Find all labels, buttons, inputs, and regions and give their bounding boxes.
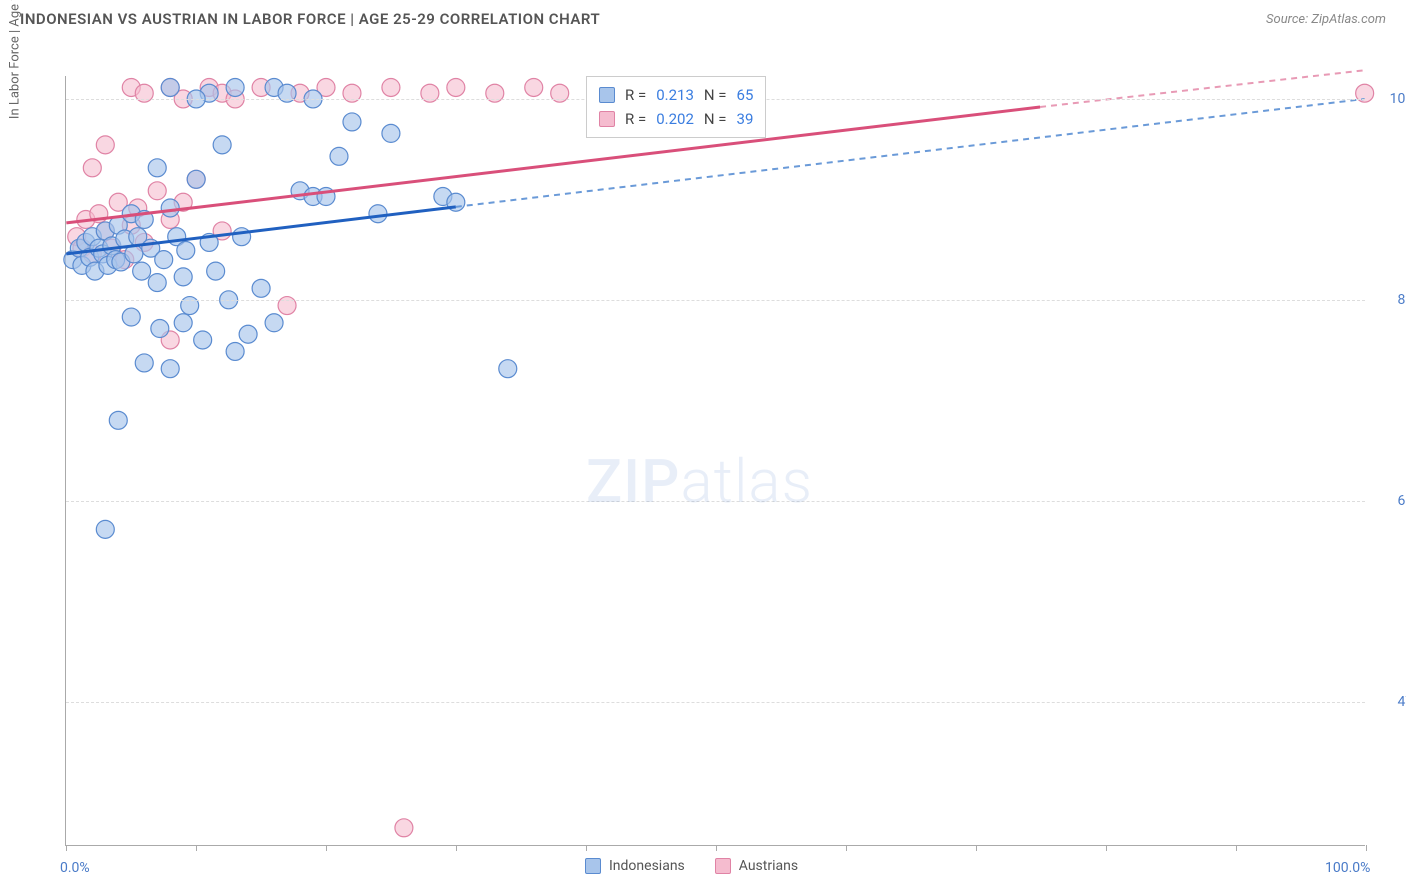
- legend-item-indonesians: Indonesians: [585, 858, 685, 874]
- stats-R-label: R =: [625, 83, 646, 107]
- stats-N-label2: N =: [704, 107, 727, 131]
- legend-item-austrians: Austrians: [715, 858, 798, 874]
- stats-R-indon: 0.213: [656, 83, 694, 107]
- y-tick-label: 82.5%: [1375, 292, 1406, 308]
- y-tick-label: 100.0%: [1375, 91, 1406, 107]
- y-tick-label: 65.0%: [1375, 493, 1406, 509]
- stats-row-austrians: R = 0.202 N = 39: [599, 107, 753, 131]
- stats-row-indonesians: R = 0.213 N = 65: [599, 83, 753, 107]
- x-axis-label-0: 0.0%: [60, 860, 90, 876]
- chart-header: INDONESIAN VS AUSTRIAN IN LABOR FORCE | …: [0, 0, 1406, 36]
- chart-title: INDONESIAN VS AUSTRIAN IN LABOR FORCE | …: [20, 10, 600, 28]
- legend-label-indonesians: Indonesians: [609, 858, 685, 874]
- y-tick-label: 47.5%: [1375, 694, 1406, 710]
- stats-swatch-austrians: [599, 111, 615, 127]
- stats-R-label2: R =: [625, 107, 646, 131]
- correlation-stats-box: R = 0.213 N = 65 R = 0.202 N = 39: [586, 76, 766, 138]
- stats-N-aust: 39: [737, 107, 754, 131]
- stats-swatch-indonesians: [599, 87, 615, 103]
- chart-source: Source: ZipAtlas.com: [1266, 12, 1386, 27]
- plot-region: ZIPatlas R = 0.213 N = 65 R = 0.202 N = …: [65, 76, 1365, 846]
- stats-N-label: N =: [704, 83, 727, 107]
- stats-R-aust: 0.202: [656, 107, 694, 131]
- legend-swatch-indonesians: [585, 858, 601, 874]
- stats-N-indon: 65: [737, 83, 754, 107]
- legend-swatch-austrians: [715, 858, 731, 874]
- y-axis-label: In Labor Force | Age 25-29: [8, 0, 23, 119]
- x-axis-label-100: 100.0%: [1325, 860, 1370, 876]
- legend-label-austrians: Austrians: [739, 858, 798, 874]
- bottom-legend: Indonesians Austrians: [585, 858, 798, 874]
- plot-svg: [66, 76, 1365, 845]
